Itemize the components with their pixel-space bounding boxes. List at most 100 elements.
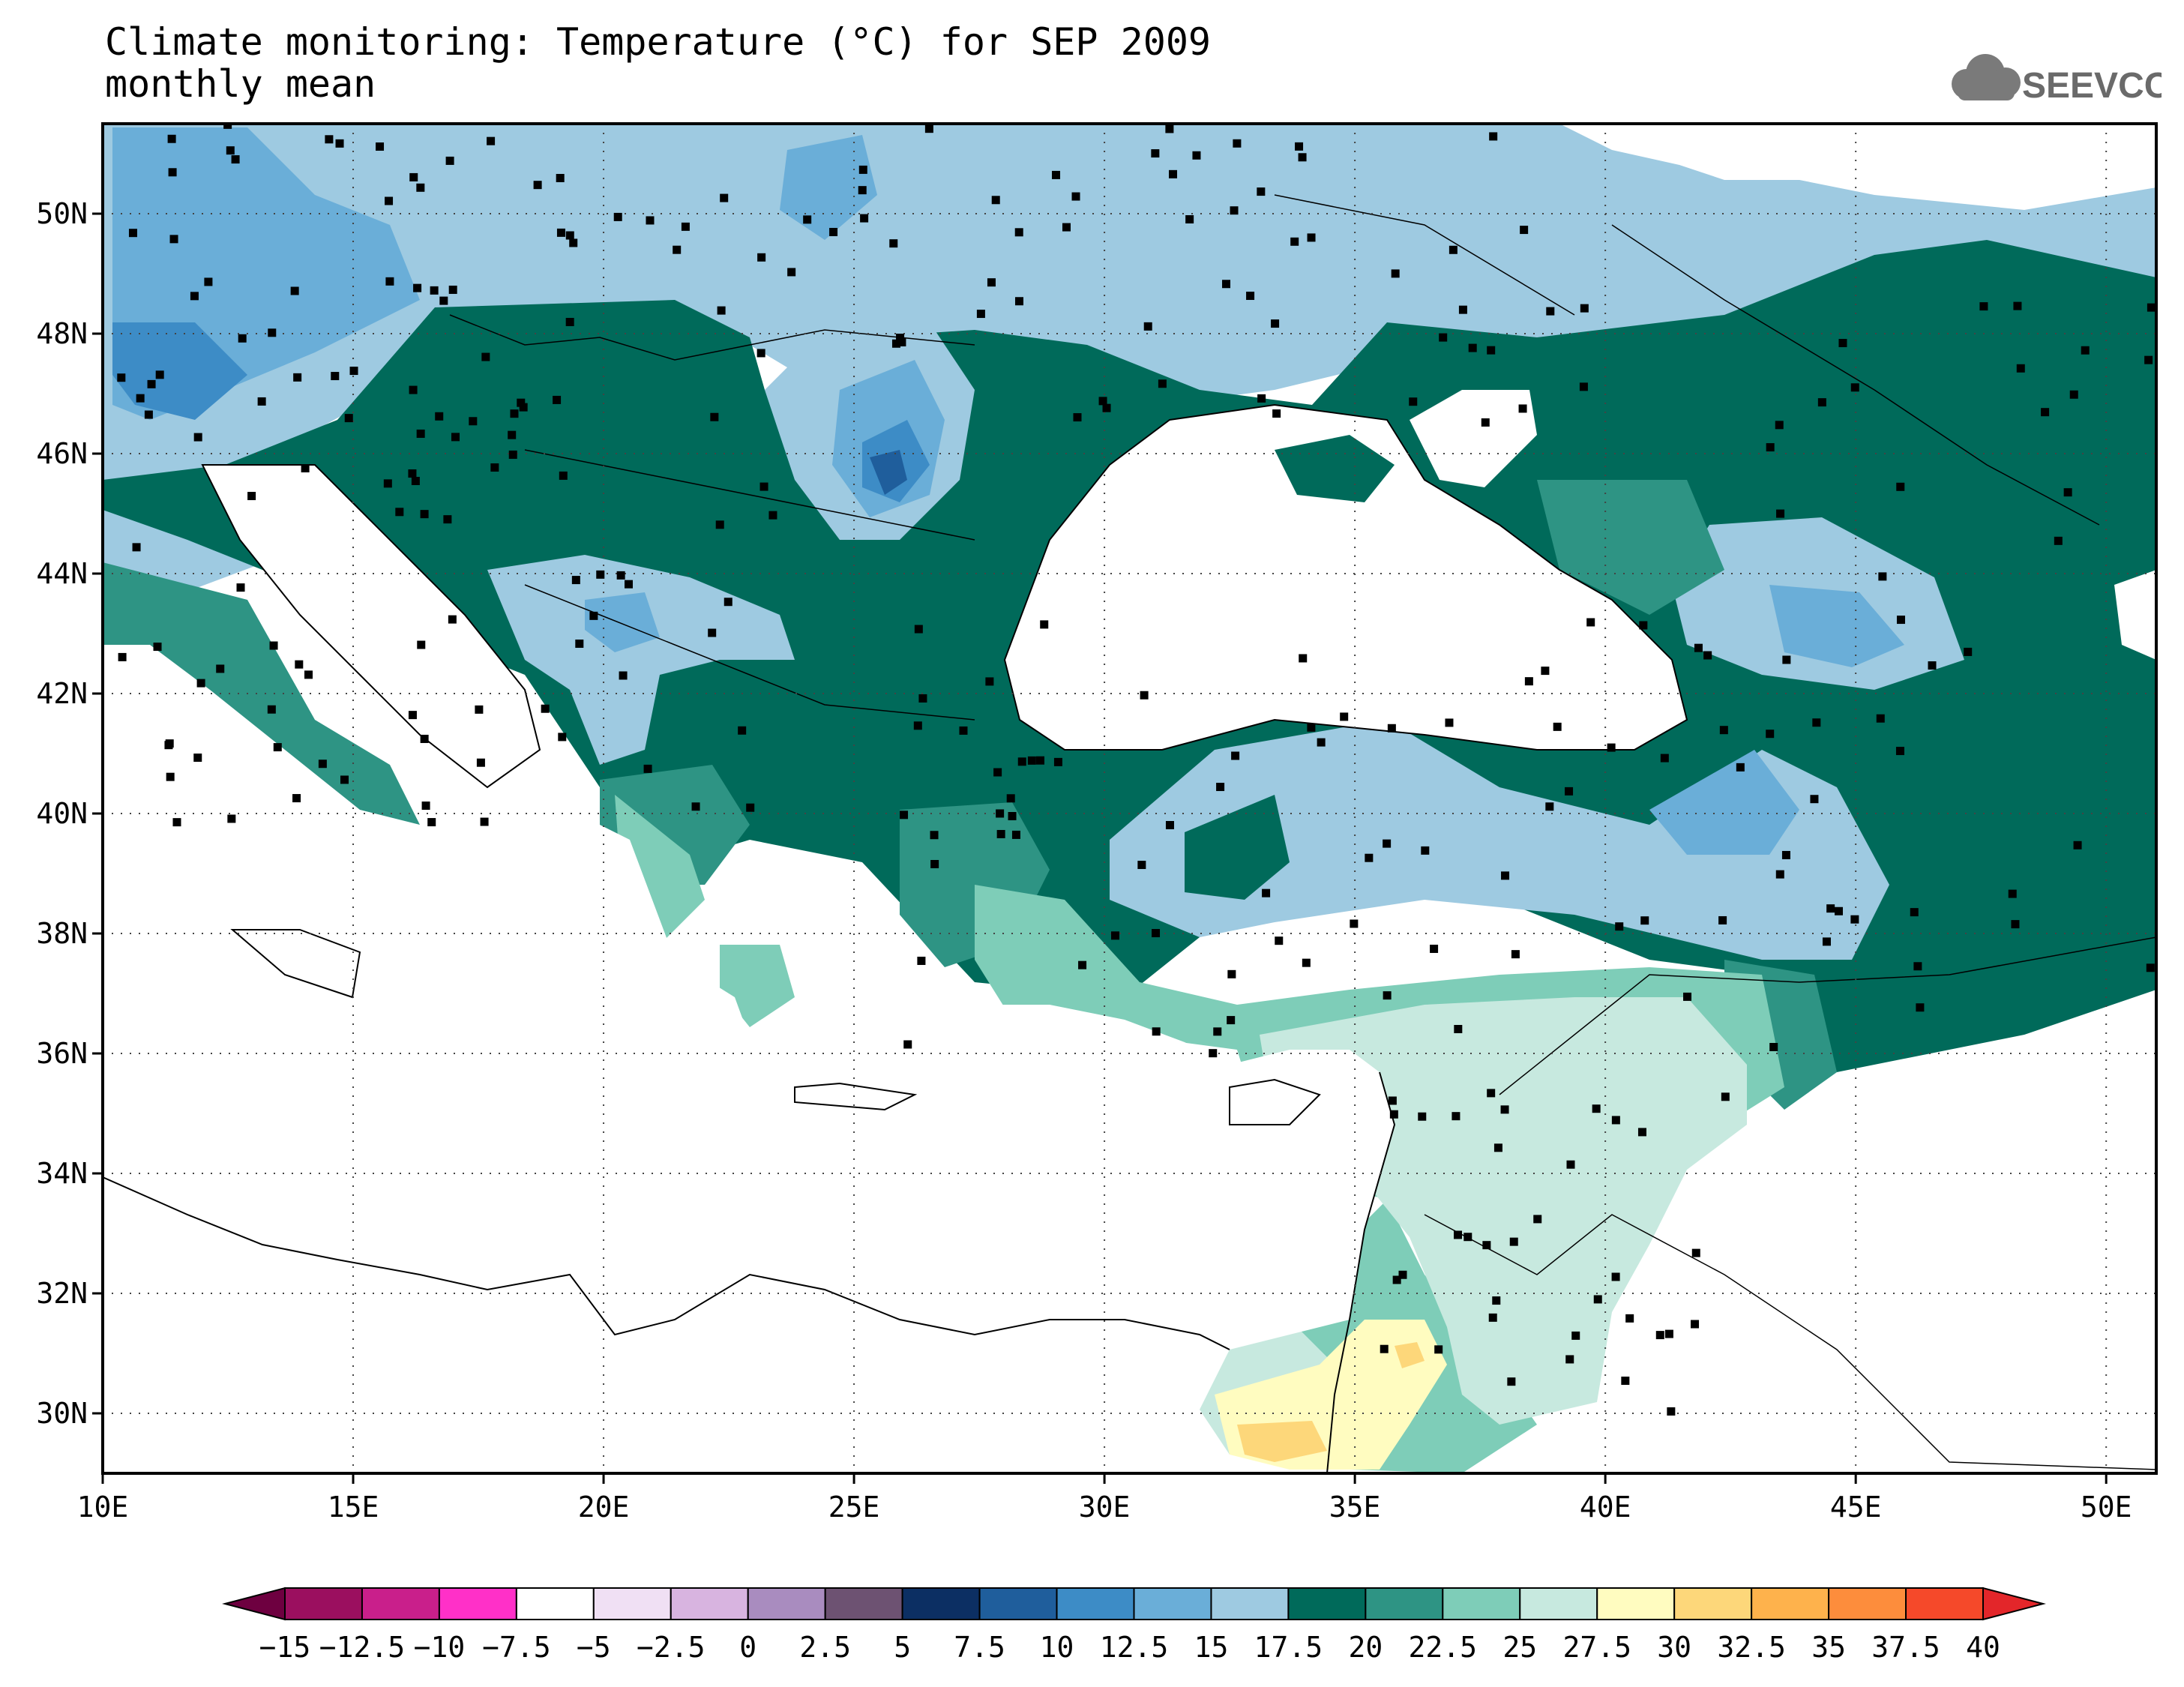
station-marker [903,1040,912,1049]
station-marker [487,136,496,145]
station-marker [167,134,176,143]
station-marker [1964,647,1973,656]
station-marker [1298,153,1307,162]
colorbar-swatch [1596,1587,1676,1620]
lat-tick-label: 42N [36,677,88,710]
station-marker [1488,1313,1497,1322]
station-marker [715,520,724,529]
station-marker [469,417,478,426]
station-marker [196,679,205,688]
colorbar-swatch [1287,1587,1367,1620]
station-marker [1565,787,1574,796]
colorbar-label: 37.5 [1871,1631,1940,1664]
station-marker [1507,1377,1516,1386]
lon-tick-label: 35E [1329,1491,1381,1524]
station-marker [2011,920,2020,929]
station-marker [1509,1237,1518,1246]
station-marker [1040,620,1049,629]
station-marker [1380,1344,1389,1353]
station-marker [896,334,905,343]
station-marker [1769,1042,1778,1051]
station-marker [1262,888,1271,897]
colorbar-swatch [1751,1587,1830,1620]
station-marker [708,628,717,637]
station-marker [996,829,1005,838]
station-marker [290,286,299,295]
colorbar-label: 15 [1194,1631,1229,1664]
station-marker [1216,783,1225,792]
station-marker [1227,1016,1236,1025]
station-marker [292,794,301,803]
map-axes: 10E 15E 20E 25E 30E 35E 40E 45E 50E 30N 32N 34N 36N 3… [36,197,2132,1524]
station-marker [1439,333,1448,342]
station-marker [759,482,768,491]
station-marker [1152,1027,1161,1036]
lon-tick-label: 30E [1079,1491,1131,1524]
station-marker [646,216,655,225]
station-marker [616,571,625,580]
station-marker [681,222,690,231]
station-marker [1691,1320,1700,1329]
station-marker [1290,237,1299,246]
station-marker [930,831,939,840]
station-marker [1621,1377,1630,1386]
lat-tick-label: 36N [36,1037,88,1070]
station-marker [1062,223,1071,232]
station-marker [1418,1112,1427,1121]
colorbar-swatch [978,1587,1058,1620]
station-marker [673,245,682,254]
station-marker [1222,280,1231,289]
colorbar-swatch [824,1587,903,1620]
station-marker [1014,228,1023,237]
station-marker [1916,1003,1925,1012]
station-marker [1271,319,1280,328]
station-marker [236,583,245,592]
station-marker [1766,443,1775,452]
lon-tick-label: 40E [1580,1491,1631,1524]
station-marker [1545,802,1554,811]
station-marker [1027,756,1036,765]
station-marker [553,395,562,404]
station-marker [1340,712,1349,721]
station-marker [625,580,634,589]
station-marker [1876,714,1885,723]
station-marker [1489,132,1498,141]
station-marker [900,811,909,820]
station-marker [1625,1314,1634,1323]
station-marker [318,760,327,769]
station-marker [1694,643,1703,652]
station-marker [1299,654,1308,663]
station-marker [1834,906,1843,915]
colorbar: −15 −12.5 −10 −7.5 −5 −2.5 0 2.5 5 7.5 10 12.5 15 17.… [222,1587,2046,1664]
colorbar-swatch [747,1587,826,1620]
station-marker [193,433,202,442]
station-marker [408,469,417,478]
colorbar-label: 7.5 [954,1631,1005,1664]
station-marker [1838,339,1847,348]
station-marker [918,694,927,703]
station-marker [1388,1096,1397,1105]
station-marker [1272,409,1281,418]
station-marker [273,743,282,752]
station-marker [247,492,256,501]
station-marker [1850,915,1859,924]
colorbar-label: 2.5 [799,1631,851,1664]
station-marker [556,228,565,237]
colorbar-swatch [1905,1587,1984,1620]
colorbar-label: −7.5 [482,1631,551,1664]
station-marker [1143,322,1152,331]
station-marker [768,511,777,520]
station-marker [1014,297,1023,306]
station-marker [164,741,173,750]
station-marker [439,296,448,305]
colorbar-swatch [1828,1587,1907,1620]
station-marker [153,643,162,652]
station-marker [1913,962,1922,971]
station-marker [1895,747,1904,756]
station-marker [2144,355,2153,364]
station-marker [1579,382,1588,391]
station-marker [427,818,436,827]
station-marker [996,809,1005,818]
station-marker [1703,651,1712,660]
lat-tick-label: 40N [36,797,88,830]
